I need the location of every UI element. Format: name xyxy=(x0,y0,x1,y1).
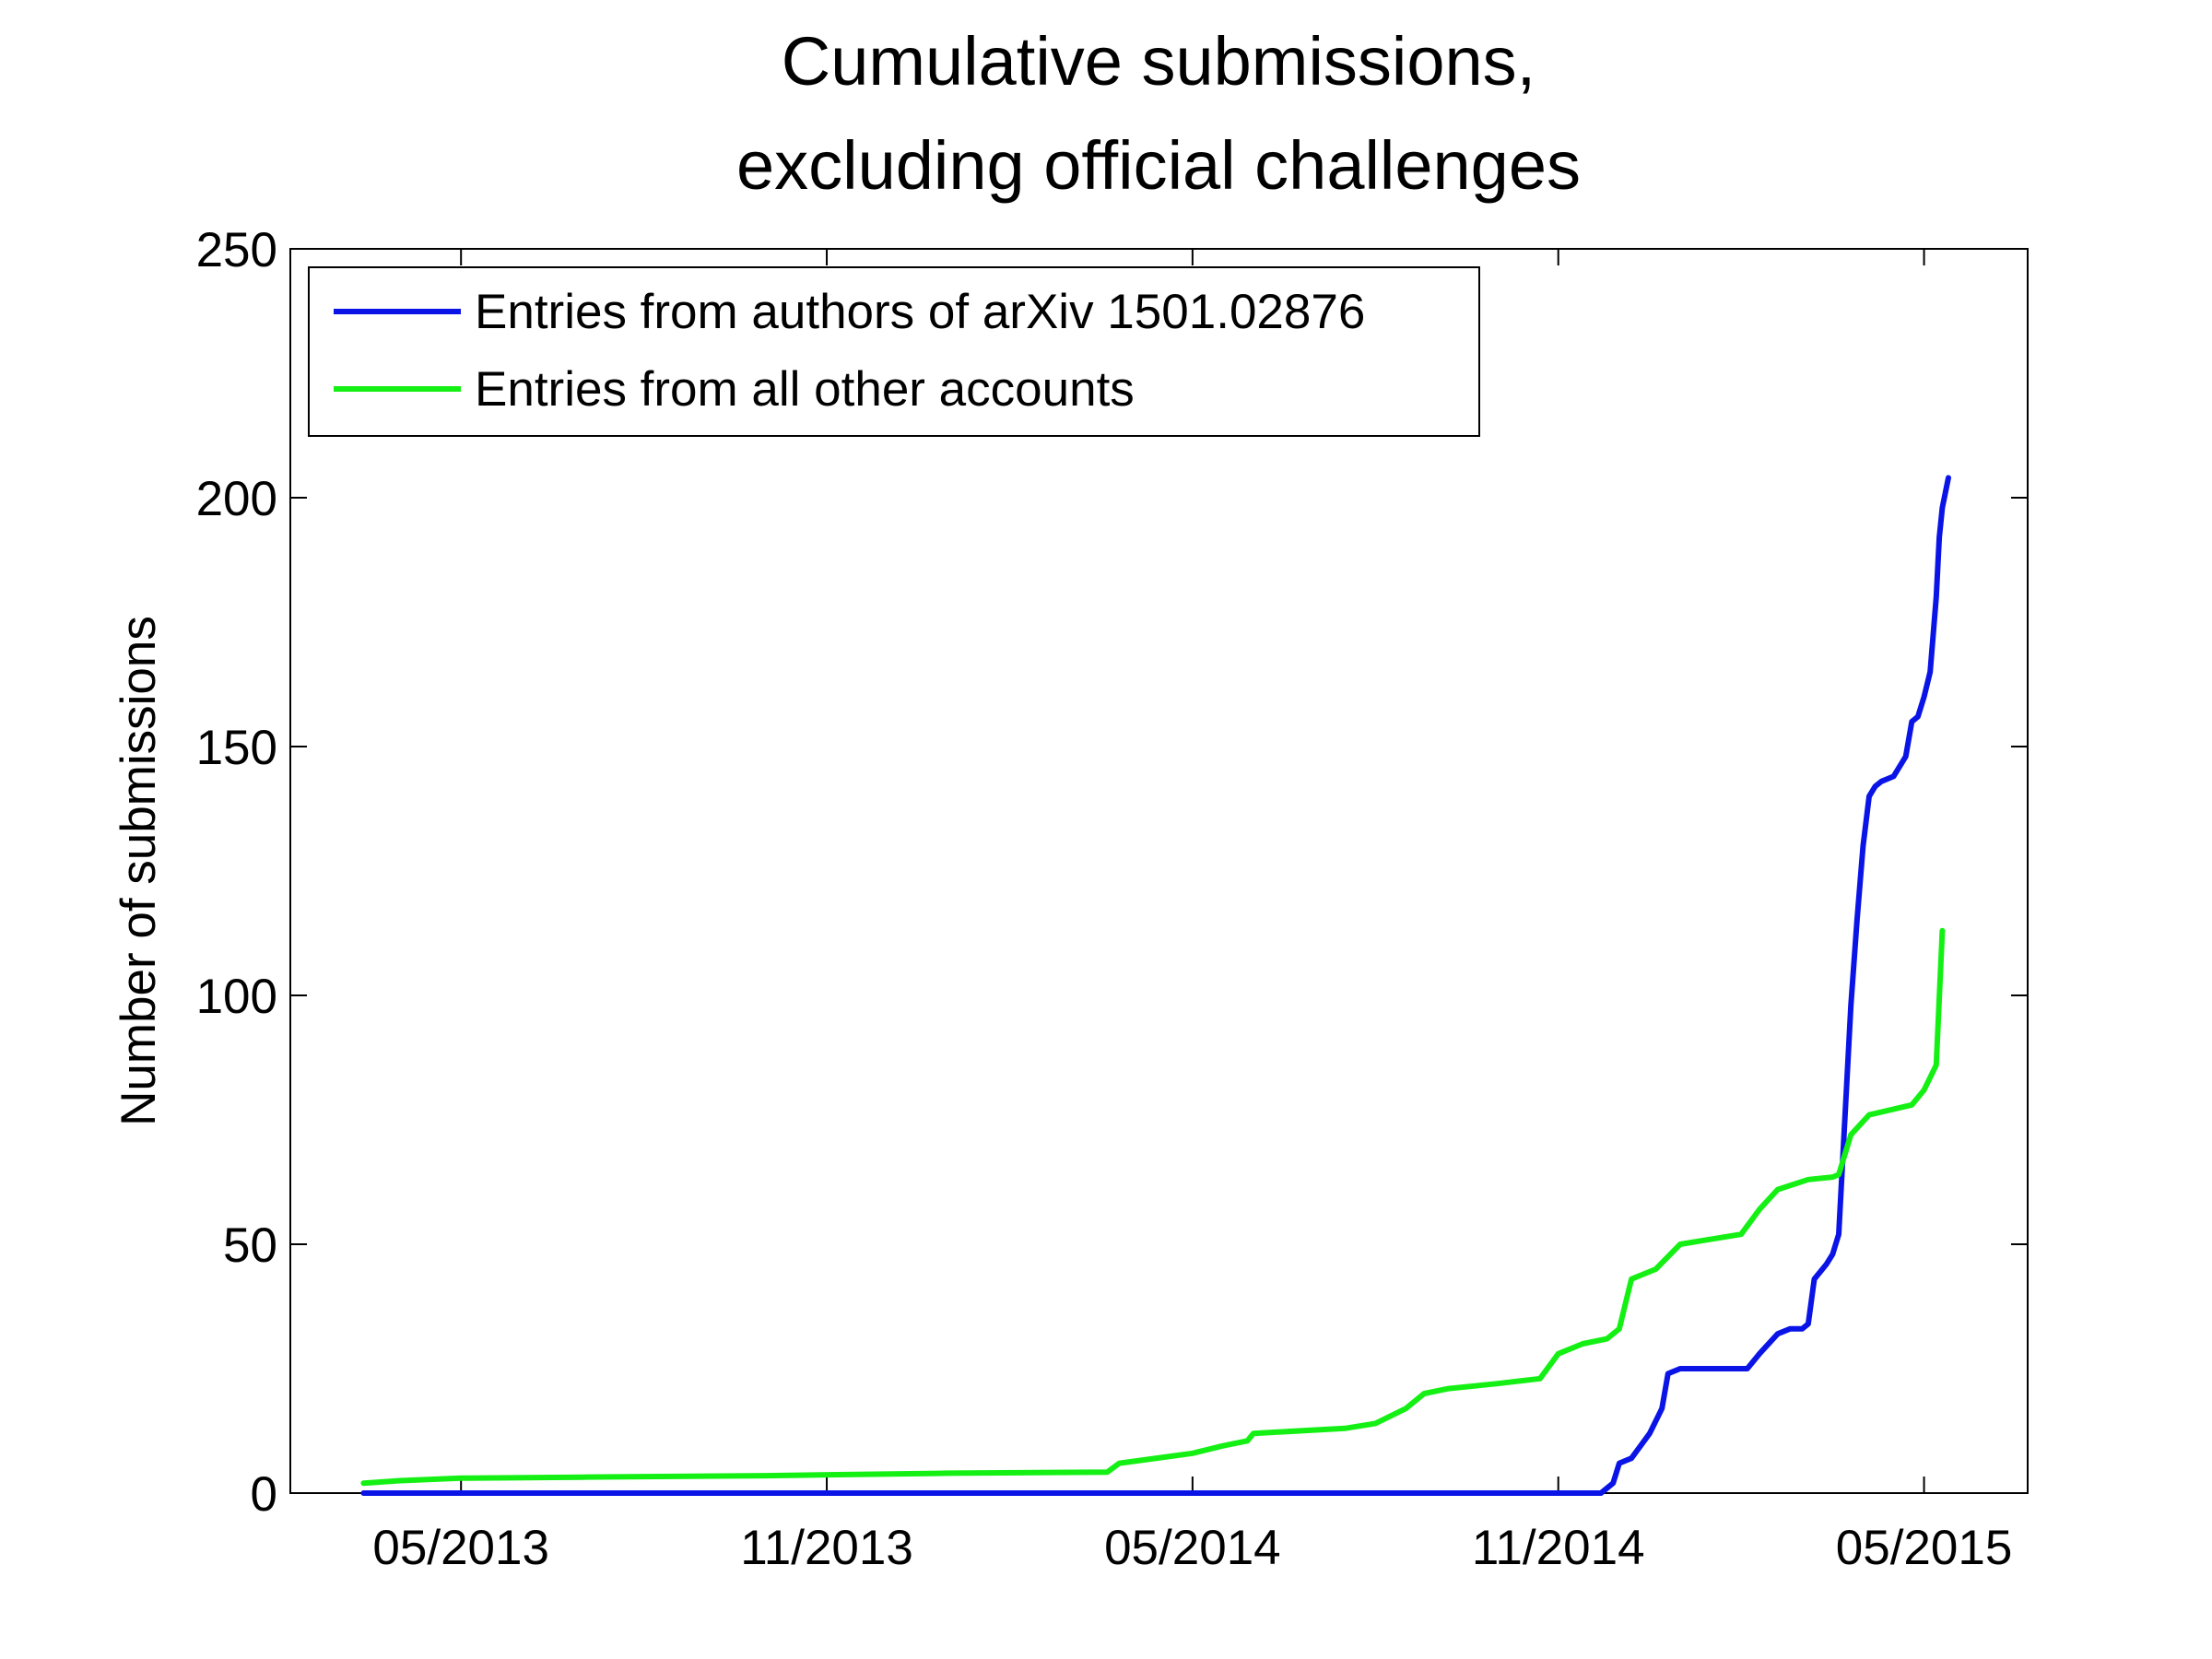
y-tick-label: 100 xyxy=(196,970,277,1024)
y-tick-label: 50 xyxy=(223,1218,277,1273)
legend-label-authors: Entries from authors of arXiv 1501.02876 xyxy=(475,285,1365,339)
series-line-authors xyxy=(360,475,1951,1496)
y-tick-label: 200 xyxy=(196,472,277,526)
y-axis: 0 50 100 150 200 250 xyxy=(196,223,2028,1522)
x-tick-label: 05/2014 xyxy=(1104,1521,1281,1575)
series-line-others xyxy=(360,927,1946,1487)
y-tick-label: 250 xyxy=(196,223,277,277)
x-tick-label: 05/2013 xyxy=(372,1521,549,1575)
legend-box xyxy=(308,266,1480,437)
x-tick-label: 11/2013 xyxy=(740,1521,913,1575)
chart-title-line-1: Cumulative submissions, xyxy=(782,23,1535,100)
x-tick-label: 11/2014 xyxy=(1472,1521,1645,1575)
series-layer xyxy=(360,475,1951,1496)
y-tick-label: 150 xyxy=(196,721,277,775)
y-axis-label: Number of submissions xyxy=(112,616,166,1126)
legend-label-others: Entries from all other accounts xyxy=(475,362,1135,417)
x-tick-label: 05/2015 xyxy=(1836,1521,2013,1575)
y-tick-label: 0 xyxy=(251,1467,277,1522)
chart-title-line-2: excluding official challenges xyxy=(736,127,1581,204)
legend: Entries from authors of arXiv 1501.02876… xyxy=(308,266,1480,437)
x-axis: 05/2013 11/2013 05/2014 11/2014 05/2015 xyxy=(372,249,2012,1575)
plot-area xyxy=(289,248,2029,1494)
